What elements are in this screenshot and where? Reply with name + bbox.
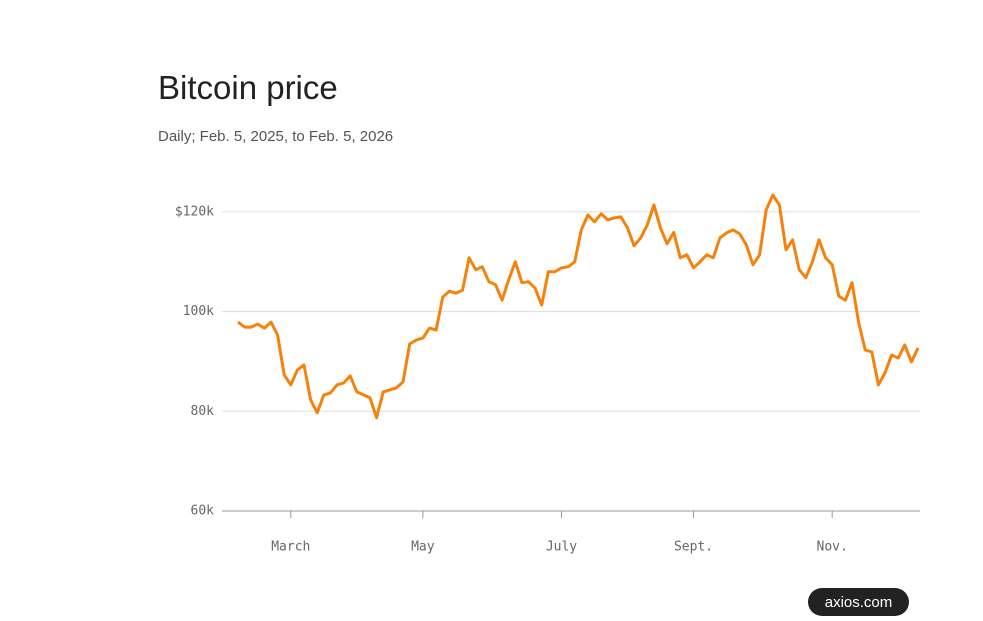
credit-badge (808, 588, 909, 616)
y-tick-label: 60k (191, 504, 215, 519)
chart-title: Bitcoin price (158, 69, 338, 106)
y-tick-label: $120k (175, 204, 214, 219)
x-tick-label: Nov. (817, 540, 848, 555)
x-tick-label: Sept. (674, 540, 713, 555)
x-tick-label: March (271, 540, 310, 555)
price-line (237, 193, 920, 420)
y-tick-label: 100k (183, 304, 214, 319)
chart-subtitle: Daily; Feb. 5, 2025, to Feb. 5, 2026 (158, 128, 393, 145)
x-tick-label: July (546, 540, 577, 555)
credit: axios.com (825, 594, 893, 611)
y-tick-label: 80k (191, 404, 215, 419)
x-tick-label: May (411, 540, 435, 555)
